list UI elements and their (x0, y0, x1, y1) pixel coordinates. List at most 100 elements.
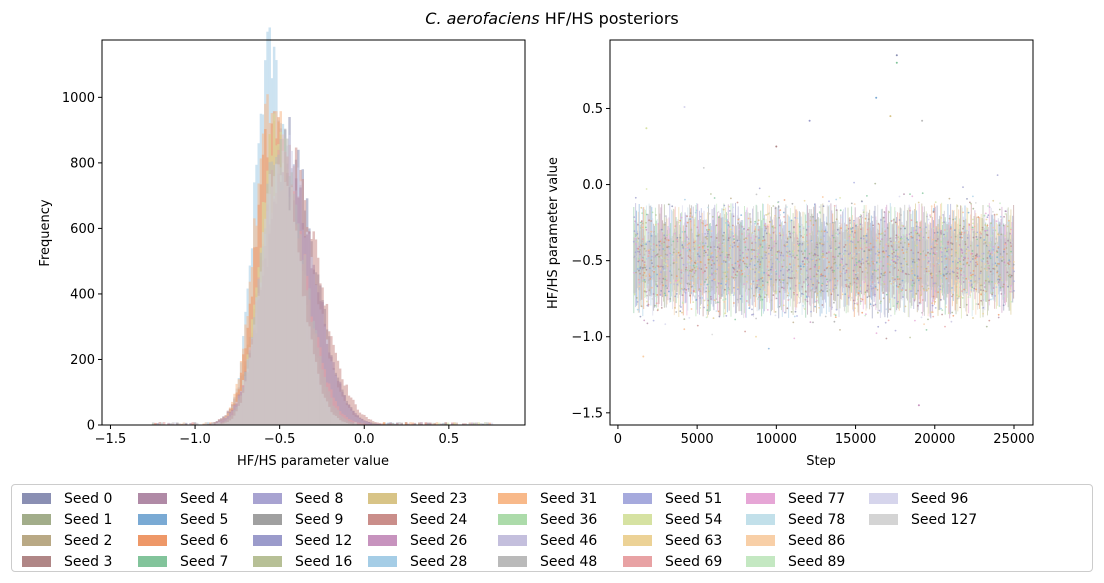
scatter-point (853, 273, 855, 276)
scatter-point (833, 205, 836, 207)
scatter-point (741, 285, 744, 288)
legend-label: Seed 0 (64, 490, 113, 507)
legend-item: Seed 63 (623, 530, 722, 551)
scatter-point (983, 243, 986, 246)
scatter-point (816, 243, 818, 246)
scatter-point (902, 252, 905, 254)
legend-item: Seed 28 (368, 551, 467, 572)
scatter-point (763, 243, 766, 245)
scatter-point (674, 232, 676, 235)
scatter-point (883, 283, 886, 285)
scatter-point (664, 294, 667, 297)
scatter-point (987, 244, 989, 247)
scatter-point (645, 213, 648, 216)
scatter-point (841, 264, 844, 267)
scatter-point (767, 252, 770, 255)
scatter-point (745, 280, 748, 283)
histogram-bar (367, 419, 370, 425)
scatter-point (944, 325, 946, 328)
scatter-point (642, 274, 645, 277)
scatter-point (705, 278, 707, 281)
scatter-point (813, 265, 816, 268)
scatter-point (789, 220, 792, 223)
scatter-point (713, 284, 715, 286)
scatter-point (664, 263, 667, 266)
scatter-point (999, 202, 1001, 205)
scatter-point (972, 222, 974, 225)
scatter-point (815, 246, 818, 248)
scatter-point (816, 277, 818, 280)
scatter-point (638, 285, 641, 288)
scatter-point (679, 282, 682, 285)
scatter-point (765, 257, 768, 259)
scatter-outlier (642, 355, 645, 358)
scatter-point (814, 203, 816, 206)
scatter-point (925, 283, 928, 285)
scatter-point (971, 226, 974, 229)
scatter-point (690, 279, 693, 282)
histogram-bar (270, 186, 274, 425)
scatter-point (868, 295, 871, 298)
histogram-bar (222, 418, 225, 425)
scatter-point (933, 298, 936, 300)
scatter-point (850, 228, 852, 230)
scatter-point (993, 213, 996, 216)
scatter-point (765, 268, 768, 271)
scatter-point (853, 277, 856, 280)
scatter-point (861, 271, 864, 273)
scatter-point (750, 248, 753, 251)
scatter-point (715, 237, 718, 239)
scatter-point (826, 280, 829, 283)
histogram-bar (272, 176, 276, 425)
scatter-point (885, 308, 888, 311)
scatter-point (815, 273, 818, 276)
scatter-point (693, 248, 696, 250)
scatter-point (722, 208, 725, 211)
scatter-point (866, 256, 869, 259)
scatter-point (633, 255, 636, 258)
histogram-bar (226, 421, 230, 425)
scatter-point (830, 293, 833, 296)
scatter-point (949, 227, 952, 230)
scatter-point (640, 276, 643, 279)
scatter-point (1005, 210, 1007, 213)
scatter-point (704, 242, 707, 245)
scatter-point (649, 276, 652, 279)
scatter-point (647, 249, 650, 252)
scatter-point (724, 222, 727, 224)
scatter-point (744, 275, 747, 278)
scatter-point (957, 277, 960, 280)
scatter-point (750, 258, 753, 260)
scatter-point (960, 231, 963, 234)
scatter-point (686, 236, 688, 239)
scatter-point (825, 283, 828, 285)
scatter-point (931, 302, 934, 305)
scatter-point (1008, 219, 1010, 222)
scatter-point (651, 230, 654, 233)
scatter-point (736, 274, 739, 277)
scatter-point (765, 241, 768, 244)
scatter-point (972, 255, 974, 258)
histogram-bar (167, 423, 170, 425)
scatter-point (747, 217, 750, 220)
scatter-point (681, 294, 684, 296)
scatter-point (758, 237, 760, 239)
histogram-bar (211, 423, 214, 425)
scatter-point (710, 256, 712, 259)
scatter-point (796, 237, 799, 240)
scatter-point (834, 240, 837, 243)
scatter-point (992, 272, 995, 275)
scatter-point (771, 262, 774, 265)
scatter-point (989, 288, 992, 291)
figure-title: C. aerofaciens HF/HS posteriors (0, 9, 1104, 28)
scatter-point (923, 258, 925, 261)
scatter-point (1005, 243, 1008, 246)
histogram-bar (352, 410, 355, 425)
histogram-bar (429, 422, 432, 425)
scatter-point (823, 230, 826, 233)
scatter-point (969, 260, 972, 263)
scatter-point (726, 271, 729, 273)
legend-label: Seed 8 (295, 490, 344, 507)
scatter-point (744, 246, 747, 249)
scatter-point (748, 227, 751, 230)
